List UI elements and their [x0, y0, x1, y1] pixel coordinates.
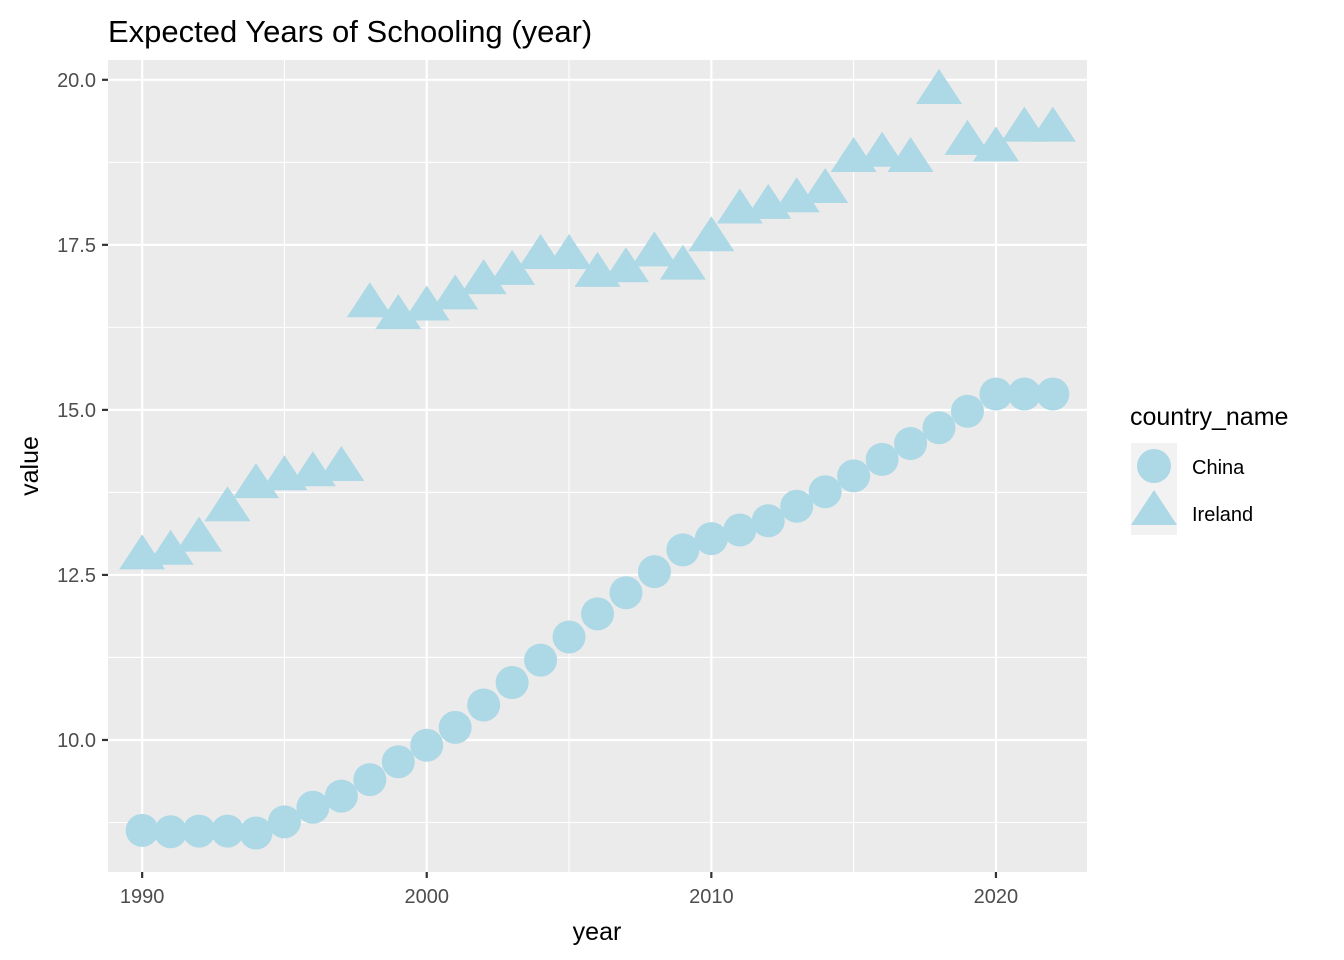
point-china — [609, 576, 643, 610]
legend: country_name China Ireland — [1130, 403, 1288, 535]
y-tick-label: 10.0 — [57, 730, 96, 752]
point-ireland — [546, 234, 593, 270]
point-ireland — [659, 244, 706, 280]
point-china — [552, 620, 586, 654]
point-ireland — [318, 445, 365, 481]
point-ireland — [773, 177, 820, 213]
point-china — [467, 688, 501, 722]
point-china — [267, 805, 301, 839]
point-china — [239, 816, 273, 850]
point-china — [979, 377, 1013, 411]
point-china — [324, 779, 358, 813]
point-ireland — [346, 282, 393, 318]
point-ireland — [432, 274, 479, 310]
point-ireland — [204, 486, 251, 522]
point-ireland — [944, 119, 991, 155]
chart-title: Expected Years of Schooling (year) — [108, 14, 592, 49]
point-china — [182, 814, 216, 848]
y-tick-label: 17.5 — [57, 235, 96, 257]
point-china — [837, 459, 871, 493]
point-china — [1036, 377, 1070, 411]
y-tick-label: 20.0 — [57, 70, 96, 92]
point-ireland — [489, 249, 536, 285]
point-ireland — [859, 131, 906, 167]
y-tick-label: 15.0 — [57, 400, 96, 422]
point-ireland — [688, 216, 735, 252]
y-axis-title: value — [16, 436, 44, 496]
point-china — [211, 814, 245, 848]
point-china — [694, 522, 728, 556]
point-china — [808, 475, 842, 509]
x-axis-title: year — [573, 918, 622, 946]
point-china — [894, 427, 928, 461]
point-china — [381, 745, 415, 779]
legend-key-circle-icon — [1137, 449, 1171, 483]
point-china — [581, 597, 614, 631]
plot-panel — [108, 60, 1087, 872]
point-ireland — [147, 529, 194, 565]
point-china — [751, 504, 785, 538]
point-ireland — [887, 137, 934, 173]
point-china — [438, 710, 472, 744]
point-ireland — [176, 516, 223, 552]
point-ireland — [602, 247, 649, 283]
legend-key-triangle-icon — [1131, 490, 1177, 525]
x-tick-label: 2000 — [404, 886, 449, 908]
point-china — [495, 666, 529, 700]
point-china — [524, 643, 558, 677]
point-china — [666, 533, 700, 567]
point-ireland — [460, 259, 507, 295]
point-china — [780, 489, 814, 523]
data-points — [119, 69, 1076, 850]
point-ireland — [403, 285, 450, 321]
y-tick-label: 12.5 — [57, 565, 96, 587]
point-china — [154, 815, 188, 849]
point-china — [125, 813, 159, 847]
x-tick-label: 2010 — [689, 886, 734, 908]
point-china — [410, 728, 444, 762]
x-tick-label: 2020 — [974, 886, 1019, 908]
point-ireland — [972, 126, 1019, 162]
point-china — [723, 513, 757, 547]
point-ireland — [1029, 106, 1076, 142]
legend-title: country_name — [1130, 403, 1288, 431]
point-china — [950, 394, 984, 428]
x-axis-ticks: 1990 2000 2010 2020 — [120, 872, 1018, 908]
point-china — [922, 411, 956, 445]
point-ireland — [631, 231, 678, 267]
point-china — [296, 790, 330, 824]
point-ireland — [802, 168, 849, 204]
point-china — [637, 555, 671, 589]
legend-label-china: China — [1192, 457, 1245, 479]
point-china — [353, 763, 387, 797]
point-ireland — [916, 69, 963, 105]
point-china — [865, 442, 899, 476]
y-axis-ticks: 10.0 12.5 15.0 17.5 20.0 — [57, 70, 108, 752]
legend-label-ireland: Ireland — [1192, 504, 1253, 526]
point-china — [1007, 377, 1041, 411]
x-tick-label: 1990 — [120, 886, 165, 908]
